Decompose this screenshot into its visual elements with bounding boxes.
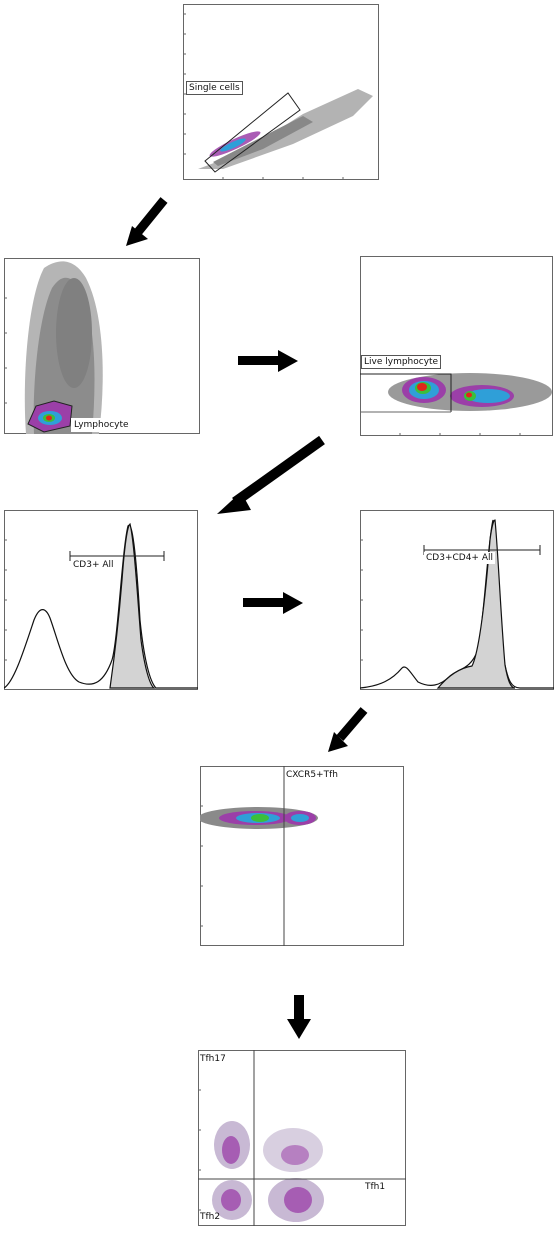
gate-label-live-lymphocyte: Live lymphocyte (361, 355, 442, 369)
quadrant-label-tfh2: Tfh2 (200, 1212, 221, 1222)
right-arrow-icon (238, 350, 298, 372)
plot-tfh-subsets: Tfh17 Tfh1 Tfh2 (198, 1050, 406, 1226)
plot-live-lymphocyte: Live lymphocyte (360, 256, 553, 436)
down-arrow-icon (287, 995, 311, 1039)
cd3-histogram (4, 510, 198, 690)
quadrant-label-tfh1: Tfh1 (365, 1182, 386, 1192)
tfh-subsets-dotplot (198, 1050, 406, 1226)
gate-label-cd3: CD3+ All (71, 559, 116, 571)
plot-lymphocyte: Lymphocyte (4, 258, 200, 434)
cxcr5-dotplot (200, 766, 404, 946)
gate-label-single-cells: Single cells (186, 81, 243, 95)
lymphocyte-dotplot (4, 258, 200, 434)
down-left-arrow-icon (126, 197, 168, 246)
plot-cd3-histogram: CD3+ All (4, 510, 198, 690)
right-arrow-icon (243, 592, 303, 614)
plot-cxcr5-tfh: CXCR5+Tfh (200, 766, 404, 946)
plot-single-cells: Single cells (183, 4, 379, 180)
gate-label-cd3cd4: CD3+CD4+ All (424, 552, 495, 564)
plot-cd3cd4-histogram: CD3+CD4+ All (360, 510, 554, 690)
gate-label-lymphocyte: Lymphocyte (71, 418, 132, 432)
cd3cd4-histogram (360, 510, 554, 690)
quadrant-label-tfh17: Tfh17 (200, 1054, 226, 1064)
down-left-arrow-icon (328, 707, 368, 752)
down-left-arrow-icon (217, 435, 325, 514)
live-lymphocyte-dotplot (360, 256, 553, 436)
gate-label-cxcr5: CXCR5+Tfh (286, 770, 338, 780)
